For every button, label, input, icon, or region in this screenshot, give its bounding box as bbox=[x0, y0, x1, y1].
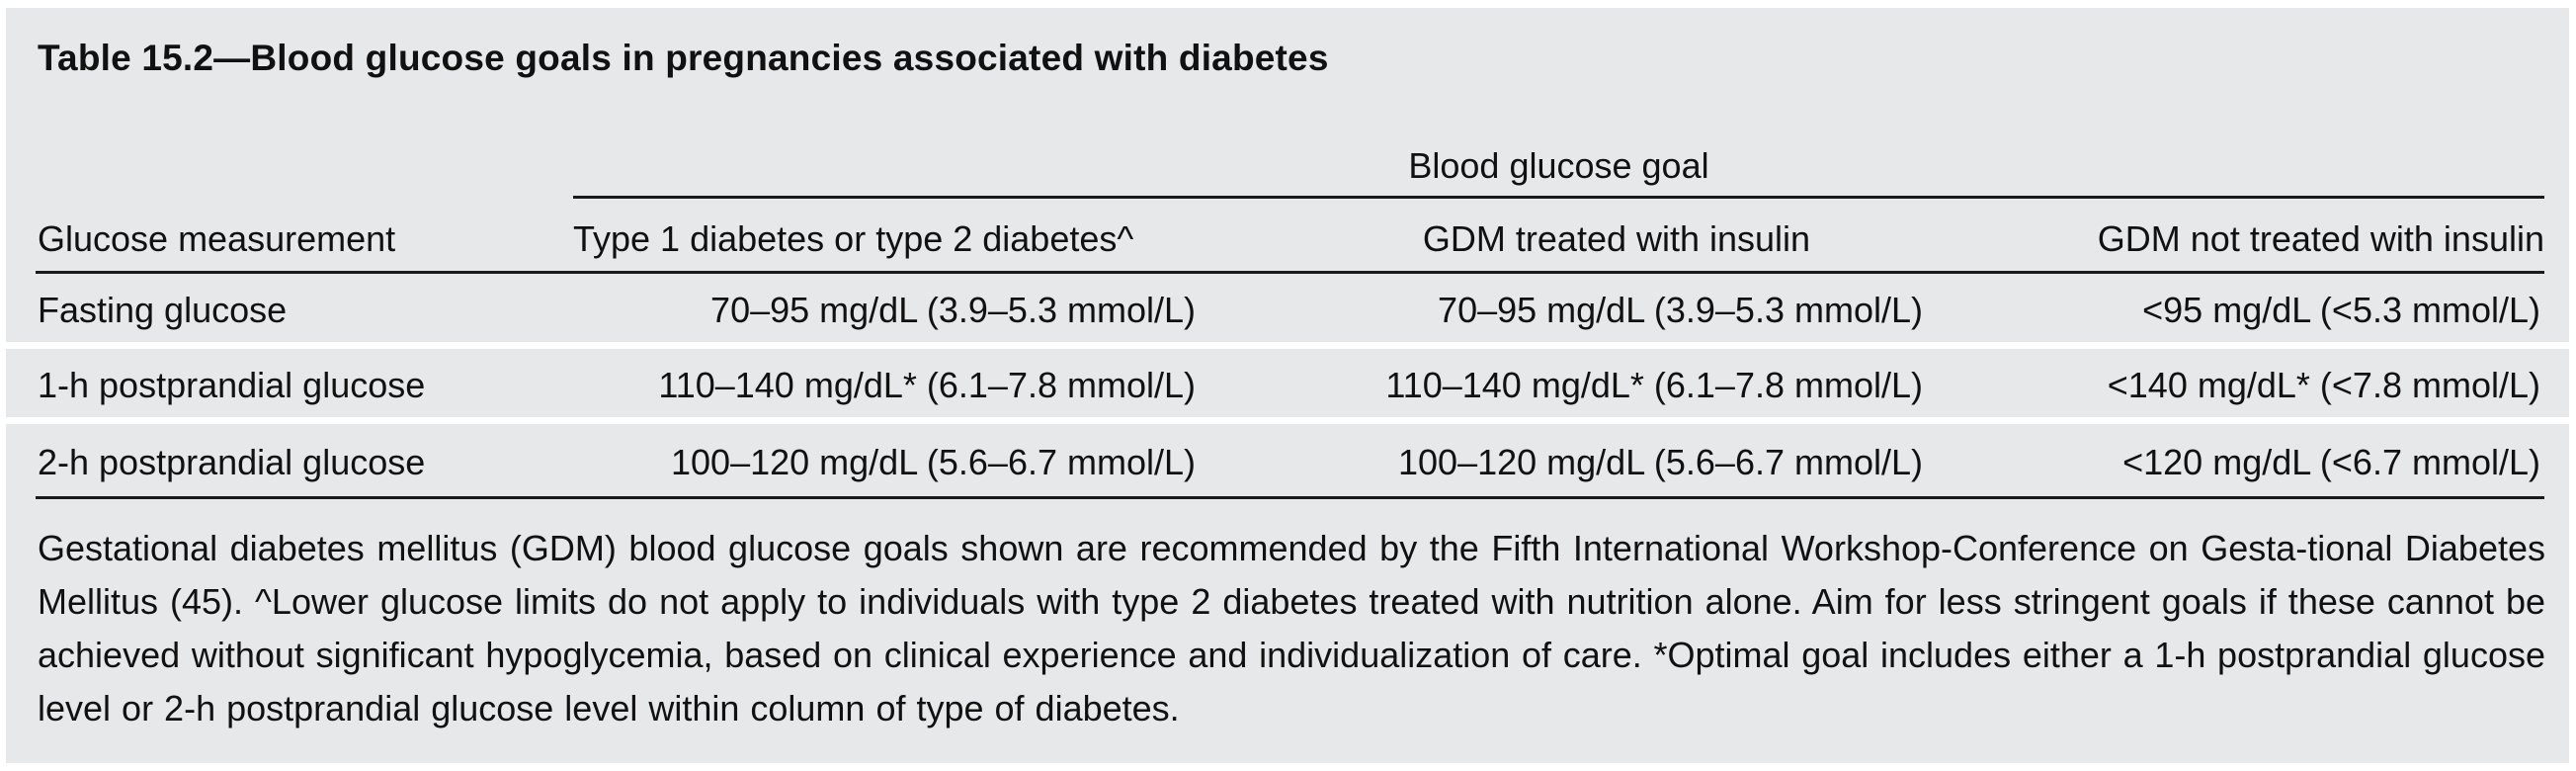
column-header-type1-type2: Type 1 diabetes or type 2 diabetes^ bbox=[573, 218, 1134, 259]
row-separator bbox=[6, 342, 2569, 349]
row-1h-gdm-insulin: 110–140 mg/dL* (6.1–7.8 mmol/L) bbox=[1385, 365, 1923, 405]
group-header-rule bbox=[573, 196, 2544, 199]
table-caption: Table 15.2—Blood glucose goals in pregna… bbox=[38, 38, 1329, 78]
column-header-gdm-insulin: GDM treated with insulin bbox=[1422, 218, 1811, 259]
row-fasting-gdm-no-insulin: <95 mg/dL (<5.3 mmol/L) bbox=[2142, 290, 2540, 330]
row-2h-measurement: 2-h postprandial glucose bbox=[38, 442, 426, 482]
column-header-measurement: Glucose measurement bbox=[38, 218, 396, 259]
header-rule bbox=[36, 271, 2544, 274]
table-footnote: Gestational diabetes mellitus (GDM) bloo… bbox=[38, 528, 2545, 728]
group-header: Blood glucose goal bbox=[1408, 145, 1709, 186]
row-fasting-type1-type2: 70–95 mg/dL (3.9–5.3 mmol/L) bbox=[710, 290, 1196, 330]
row-2h-type1-type2: 100–120 mg/dL (5.6–6.7 mmol/L) bbox=[671, 442, 1196, 482]
column-header-gdm-no-insulin: GDM not treated with insulin bbox=[2097, 218, 2544, 259]
table-container: Table 15.2—Blood glucose goals in pregna… bbox=[6, 8, 2569, 763]
row-1h-type1-type2: 110–140 mg/dL* (6.1–7.8 mmol/L) bbox=[658, 365, 1196, 405]
row-1h-gdm-no-insulin: <140 mg/dL* (<7.8 mmol/L) bbox=[2107, 365, 2540, 405]
row-2h-gdm-no-insulin: <120 mg/dL (<6.7 mmol/L) bbox=[2122, 442, 2540, 482]
row-fasting-measurement: Fasting glucose bbox=[38, 290, 288, 330]
row-fasting-gdm-insulin: 70–95 mg/dL (3.9–5.3 mmol/L) bbox=[1438, 290, 1923, 330]
row-1h-measurement: 1-h postprandial glucose bbox=[38, 365, 426, 405]
row-separator bbox=[6, 417, 2569, 424]
bottom-rule bbox=[36, 496, 2544, 499]
row-2h-gdm-insulin: 100–120 mg/dL (5.6–6.7 mmol/L) bbox=[1398, 442, 1923, 482]
